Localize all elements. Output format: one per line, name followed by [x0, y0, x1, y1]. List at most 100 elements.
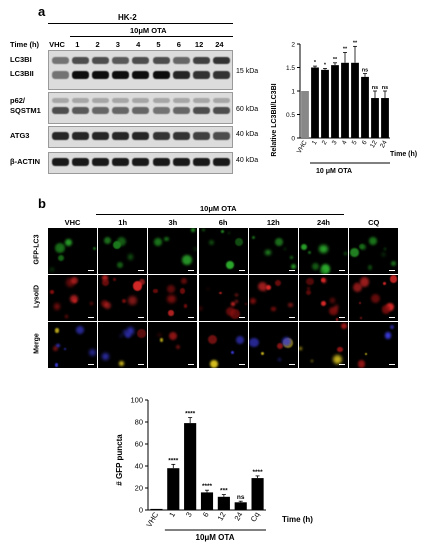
- y-tick-label: 20: [135, 484, 143, 493]
- scale-bar: [138, 364, 145, 366]
- row-title-lysoid: LysoID: [33, 285, 41, 309]
- band: [192, 158, 210, 166]
- band: [72, 107, 90, 114]
- micrograph-gfp-lc3-3h: [148, 228, 198, 274]
- cell-signal: [207, 335, 217, 345]
- panel-a-letter: a: [38, 4, 46, 19]
- x-tick-label: 12: [369, 139, 379, 149]
- bar-2: [321, 69, 329, 138]
- band: [112, 57, 130, 64]
- cell-signal: [319, 244, 328, 253]
- band: [152, 158, 170, 166]
- scale-bar: [339, 364, 345, 366]
- cell-signal: [385, 332, 392, 339]
- cell-signal: [65, 278, 75, 288]
- column-title-vhc: VHC: [64, 218, 81, 227]
- band: [112, 158, 130, 166]
- x-tick-label: Cq: [249, 511, 262, 524]
- kda-label-lc3b: 15 kDa: [236, 68, 259, 75]
- bar-24: [381, 98, 389, 138]
- cell-signal: [113, 277, 117, 281]
- y-tick-label: 0.5: [286, 112, 295, 119]
- cell-signal: [359, 316, 362, 319]
- band: [72, 132, 90, 140]
- micrograph-gfp-lc3-cq: [349, 228, 399, 274]
- lane-label-12: 12: [194, 40, 204, 49]
- cell-signal: [357, 360, 366, 368]
- significance-label: **: [333, 57, 338, 63]
- cell-signal: [271, 306, 276, 312]
- cell-signal: [257, 281, 268, 291]
- band: [172, 71, 190, 79]
- micrograph-merge-24h: [299, 322, 348, 369]
- column-title-1h: 1h: [118, 218, 128, 227]
- micrograph-gfp-lc3-vhc: [48, 228, 97, 274]
- row-title-merge: Merge: [33, 333, 41, 355]
- column-title-24h: 24h: [317, 218, 330, 227]
- lane-label-24: 24: [215, 40, 224, 49]
- cell-signal: [90, 301, 94, 305]
- y-tick-label: 0: [139, 506, 143, 515]
- band: [132, 132, 150, 140]
- cell-signal: [226, 307, 236, 317]
- x-tick-label: 6: [201, 511, 211, 519]
- cell-signal: [102, 278, 110, 286]
- cell-signal: [265, 285, 271, 291]
- cell-signal: [64, 347, 67, 350]
- significance-label: ****: [168, 457, 179, 464]
- cell-signal: [69, 295, 78, 304]
- cell-signal: [290, 263, 297, 270]
- band: [112, 107, 130, 114]
- y-tick-label: 0: [291, 136, 295, 143]
- cell-signal: [88, 348, 96, 356]
- micrograph-gfp-lc3-6h: [198, 228, 248, 274]
- cell-signal: [208, 240, 214, 246]
- column-title-12h: 12h: [266, 218, 280, 227]
- cell-signal: [260, 352, 264, 356]
- scale-bar: [339, 317, 345, 319]
- bar-1: [167, 468, 180, 510]
- bar-5: [351, 62, 359, 138]
- cell-signal: [53, 303, 61, 310]
- micrograph-merge-12h: [248, 322, 298, 369]
- bar-vhc: [150, 508, 163, 510]
- band: [72, 57, 90, 64]
- blot-lc3b: [48, 50, 233, 90]
- y-tick-label: 40: [135, 462, 143, 471]
- band: [212, 98, 230, 103]
- scale-bar: [389, 317, 396, 319]
- cell-signal: [167, 294, 176, 304]
- band: [112, 71, 130, 79]
- band: [212, 158, 230, 166]
- x-tick-label: 6: [361, 139, 369, 146]
- cell-signal: [235, 293, 238, 297]
- cell-signal: [153, 288, 158, 294]
- cell-signal: [383, 282, 386, 285]
- x-tick-label: 24: [232, 511, 244, 523]
- cell-signal: [390, 325, 395, 330]
- cell-signal: [341, 323, 348, 330]
- band: [132, 98, 150, 103]
- cell-signal: [202, 228, 205, 232]
- cell-signal: [112, 241, 121, 250]
- cell-signal: [207, 288, 210, 291]
- blot-actin: [48, 152, 233, 174]
- cell-signal: [227, 231, 230, 234]
- band: [192, 71, 210, 79]
- scale-bar: [188, 317, 195, 319]
- bar-24: [234, 502, 247, 510]
- band: [132, 71, 150, 79]
- cell-signal: [383, 247, 387, 251]
- micrograph-lysoid-cq: [349, 275, 399, 322]
- cell-signal: [121, 299, 126, 304]
- cell-signal: [365, 352, 368, 356]
- blot-label-actin: β-ACTIN: [10, 157, 40, 166]
- bar-6: [200, 492, 214, 510]
- bar-4: [341, 62, 349, 138]
- micrograph-merge-3h: [148, 322, 198, 369]
- x-tick-label: 5: [351, 139, 359, 146]
- micrograph-lysoid-1h: [98, 275, 148, 322]
- cell-signal: [159, 338, 164, 342]
- lane-label-4: 4: [136, 40, 141, 49]
- blot-atg3: [48, 126, 233, 148]
